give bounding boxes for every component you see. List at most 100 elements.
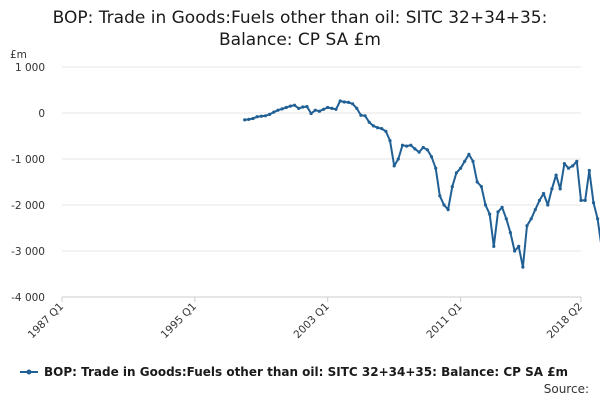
- data-point: [263, 114, 267, 118]
- data-point: [434, 166, 438, 170]
- data-point: [421, 145, 425, 150]
- data-point: [554, 173, 558, 177]
- source-label: Source:: [544, 382, 589, 396]
- y-unit-label: £m: [10, 49, 27, 61]
- data-point: [575, 159, 579, 163]
- data-point: [537, 198, 542, 202]
- y-tick-label: -1 000: [11, 154, 45, 166]
- legend: BOP: Trade in Goods:Fuels other than oil…: [20, 365, 568, 379]
- chart-title-line-2: Balance: CP SA £m: [219, 30, 381, 50]
- data-point: [305, 105, 309, 109]
- data-point: [546, 203, 550, 207]
- data-point: [429, 155, 434, 159]
- data-point: [259, 114, 263, 118]
- data-point: [313, 108, 317, 112]
- data-point: [467, 152, 471, 156]
- data-point: [272, 110, 276, 114]
- data-point: [558, 187, 562, 191]
- x-axis-ticks: 1987 Q1 1995 Q1 2003 Q1 2011 Q1 2018 Q2: [26, 297, 585, 341]
- data-point: [284, 105, 288, 110]
- data-point: [330, 106, 334, 110]
- y-axis-ticks: 1 000 0 -1 000 -2 000 -3 000 -4 000: [11, 62, 45, 304]
- x-tick-label: 2018 Q2: [545, 301, 585, 341]
- y-tick-label: -4 000: [11, 292, 45, 304]
- data-point: [288, 104, 292, 108]
- data-point: [371, 124, 375, 128]
- data-point: [392, 164, 396, 168]
- data-point: [346, 100, 351, 104]
- data-point: [376, 126, 380, 130]
- data-point: [542, 191, 546, 196]
- data-point: [454, 171, 458, 175]
- data-point: [317, 109, 321, 113]
- data-point: [425, 148, 429, 152]
- data-point: [338, 99, 342, 103]
- series-line: [244, 100, 600, 269]
- data-point: [517, 244, 521, 248]
- data-point: [326, 105, 330, 110]
- data-point: [301, 105, 305, 109]
- data-point: [388, 139, 392, 143]
- y-tick-label: 1 000: [15, 62, 45, 74]
- data-point: [268, 112, 272, 116]
- data-point: [309, 111, 313, 116]
- data-point: [479, 185, 483, 189]
- data-point: [463, 159, 467, 163]
- data-point: [413, 147, 417, 151]
- data-point: [483, 203, 488, 207]
- x-tick-label: 1987 Q1: [26, 301, 66, 341]
- data-point: [363, 114, 367, 118]
- data-point: [596, 217, 600, 221]
- data-point: [525, 224, 529, 228]
- data-point: [384, 129, 388, 133]
- data-point: [276, 108, 280, 112]
- x-tick-label: 1995 Q1: [159, 301, 199, 341]
- chart-title-line-1: BOP: Trade in Goods:Fuels other than oil…: [53, 8, 548, 28]
- data-point: [475, 180, 479, 184]
- data-point: [367, 120, 371, 124]
- data-point: [488, 212, 492, 216]
- data-point: [492, 244, 496, 248]
- x-tick-label: 2011 Q1: [424, 301, 464, 341]
- data-point: [243, 118, 247, 122]
- data-point: [359, 113, 363, 117]
- y-tick-label: -3 000: [11, 246, 45, 258]
- data-point: [280, 107, 284, 111]
- y-tick-label: 0: [38, 108, 45, 120]
- series-area: [243, 99, 600, 269]
- data-point: [521, 265, 525, 269]
- data-point: [255, 115, 259, 119]
- data-point: [438, 194, 442, 198]
- data-point: [591, 201, 596, 205]
- data-point: [396, 157, 400, 161]
- data-point: [334, 107, 338, 111]
- data-point: [292, 103, 297, 107]
- data-point: [562, 162, 567, 166]
- data-point: [579, 198, 583, 202]
- data-point: [351, 102, 355, 106]
- y-tick-label: -2 000: [11, 200, 45, 212]
- data-point: [504, 217, 508, 221]
- data-point: [297, 106, 301, 110]
- data-point: [471, 159, 475, 163]
- data-point: [409, 143, 413, 147]
- data-point: [533, 208, 537, 212]
- data-point: [380, 127, 384, 131]
- data-point: [571, 164, 575, 168]
- data-point: [405, 144, 409, 148]
- data-point: [442, 203, 446, 207]
- data-point: [500, 205, 504, 209]
- data-point: [251, 116, 255, 121]
- data-point: [496, 210, 500, 214]
- x-tick-label: 2003 Q1: [292, 301, 332, 341]
- data-point: [566, 166, 571, 170]
- data-point: [550, 187, 554, 191]
- data-point: [587, 168, 591, 173]
- data-point: [355, 106, 359, 110]
- data-point: [459, 166, 463, 170]
- legend-label: BOP: Trade in Goods:Fuels other than oil…: [44, 365, 568, 379]
- data-point: [583, 198, 587, 202]
- data-point: [247, 117, 251, 121]
- data-point: [450, 185, 454, 189]
